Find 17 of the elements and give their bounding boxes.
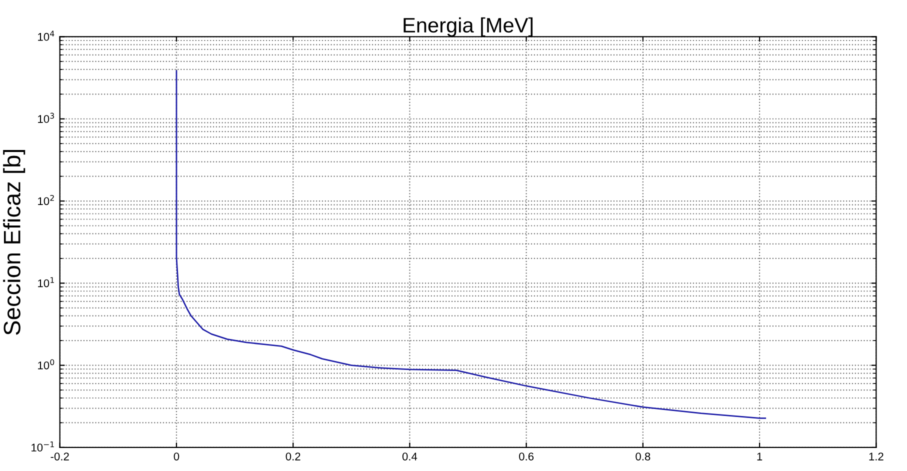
x-tick-label: 0 [174,452,180,460]
y-tick-label: 10$^{3}$ [38,112,54,123]
x-tick-label: 0.4 [402,452,418,460]
x-tick-label: 0.6 [519,452,534,460]
line-series [176,70,766,419]
y-tick-label: 10$^{1}$ [38,277,54,288]
x-tick-label: 0.8 [636,452,650,460]
y-tick-label: 10$^{2}$ [38,194,54,206]
y-axis-title: Seccion Eficaz [b] [3,150,26,335]
x-tick-label: 1.2 [869,452,884,460]
y-tick-label: 10$^{−1}$ [32,441,54,452]
chart-title: Energia [MeV] [404,17,533,37]
x-tick-label: 0.2 [286,452,300,460]
x-tick-label: 1 [757,452,762,460]
y-tick-label: 10$^{4}$ [38,30,54,41]
y-tick-label: 10$^{0}$ [38,359,54,370]
x-tick-label: -0.2 [50,452,69,460]
